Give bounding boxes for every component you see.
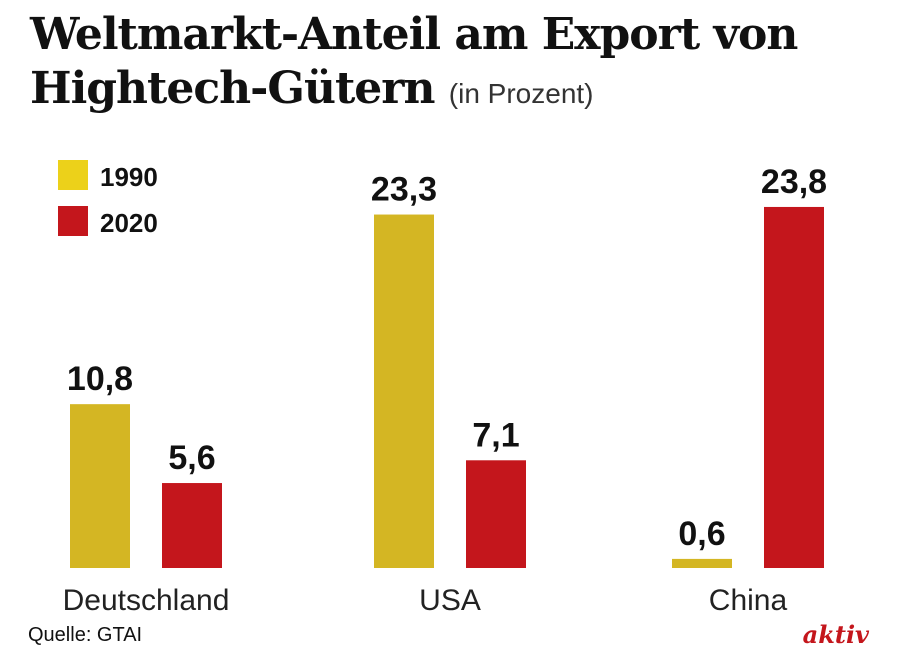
source-note: Quelle: GTAI (28, 624, 143, 646)
bar-2020-usa (466, 460, 526, 568)
data-label: 0,6 (678, 515, 725, 553)
subtitle: (in Prozent) (448, 78, 594, 109)
legend-swatch-2020 (58, 206, 88, 236)
legend-label-1990: 1990 (100, 162, 158, 192)
bar-2020-deutschland (162, 483, 222, 568)
bar-1990-usa (374, 214, 434, 568)
bar-2020-china (764, 206, 824, 569)
title-text: Weltmarkt-Anteil am Export von Hightech-G… (30, 9, 798, 114)
data-label: 23,8 (761, 163, 827, 201)
data-label: 7,1 (472, 416, 519, 454)
legend-label-2020: 2020 (100, 208, 158, 238)
brand-logo: aktiv (802, 620, 869, 649)
category-label: Deutschland (63, 584, 230, 617)
data-label: 10,8 (67, 360, 133, 398)
category-label: USA (419, 584, 481, 617)
legend-swatch-1990 (58, 160, 88, 190)
data-label: 5,6 (168, 439, 215, 477)
bar-1990-deutschland (70, 404, 130, 568)
data-label: 23,3 (371, 171, 437, 209)
bar-1990-china (672, 558, 732, 568)
chart-title: Weltmarkt-Anteil am Export von Hightech-G… (30, 8, 798, 121)
category-label: China (709, 584, 788, 617)
